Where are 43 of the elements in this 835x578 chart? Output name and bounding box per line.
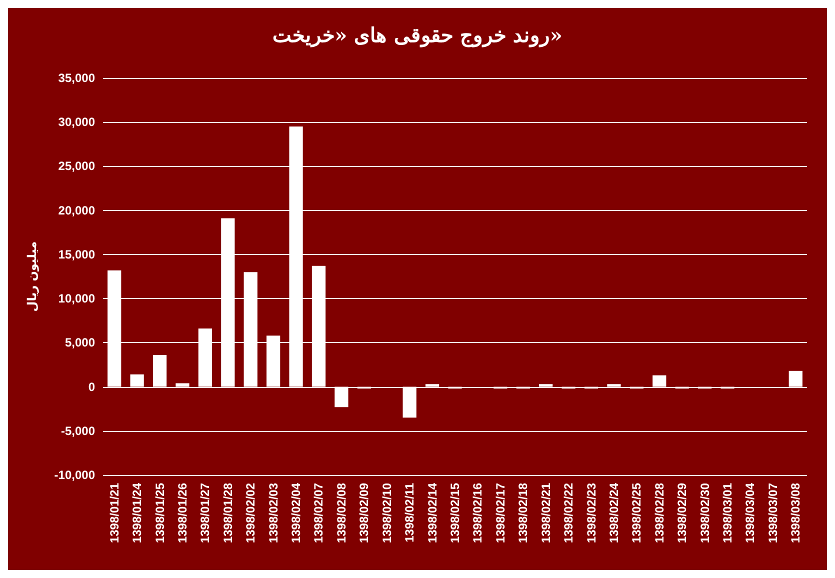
x-tick-label: 1398/02/04 [289, 482, 304, 544]
x-tick-label: 1398/02/09 [357, 482, 372, 544]
x-tick-label: 1398/02/25 [630, 482, 644, 544]
y-tick-label: -5,000 [60, 424, 96, 438]
y-tick-label: 25,000 [58, 159, 96, 174]
x-tick-label: 1398/01/25 [152, 482, 167, 544]
x-tick-label: 1398/02/07 [312, 482, 326, 544]
x-tick-label: 1398/02/29 [675, 482, 690, 544]
x-tick-label: 1398/02/14 [425, 482, 440, 544]
y-tick-label: 0 [88, 380, 96, 394]
x-tick-label: 1398/02/21 [538, 482, 553, 544]
y-axis-title: میلیون ریال [25, 241, 39, 312]
x-tick-label: 1398/02/16 [470, 482, 485, 544]
x-tick-label: 1398/01/26 [175, 482, 190, 544]
x-tick-label: 1398/01/24 [130, 482, 144, 544]
y-tick-label: 20,000 [58, 203, 96, 218]
x-tick-label: 1398/02/02 [244, 482, 258, 544]
y-tick-label: 15,000 [58, 247, 96, 262]
x-tick-label: 1398/02/23 [584, 482, 598, 544]
y-tick-label: -10,000 [54, 468, 96, 482]
x-tick-label: 1398/03/04 [743, 482, 758, 544]
x-tick-label: 1398/01/28 [220, 482, 235, 544]
x-tick-label: 1398/02/18 [516, 482, 530, 544]
y-tick-label: 30,000 [58, 115, 96, 130]
x-tick-label: 1398/02/28 [652, 482, 666, 544]
x-tick-label: 1398/02/10 [380, 482, 394, 544]
x-tick-label: 1398/03/01 [720, 482, 735, 544]
x-tick-label: 1398/03/08 [788, 482, 803, 544]
y-tick-label: 35,000 [58, 71, 96, 85]
x-tick-label: 1398/02/22 [562, 482, 576, 544]
x-tick-label: 1398/02/11 [402, 482, 417, 542]
chart-title: روند خروج حقوقی های «خریخت» [272, 23, 562, 48]
x-tick-label: 1398/03/07 [766, 482, 780, 544]
x-tick-label: 1398/02/08 [334, 482, 348, 544]
x-tick-label: 1398/01/27 [198, 482, 212, 544]
x-tick-label: 1398/02/17 [493, 482, 508, 544]
x-tick-label: 1398/02/15 [448, 482, 462, 544]
x-tick-label: 1398/02/24 [606, 482, 621, 544]
x-tick-label: 1398/01/21 [107, 482, 122, 544]
x-tick-label: 1398/02/03 [266, 482, 280, 544]
y-tick-label: 5,000 [64, 336, 96, 350]
y-tick-label: 10,000 [58, 292, 96, 306]
x-tick-label: 1398/02/30 [698, 482, 712, 544]
